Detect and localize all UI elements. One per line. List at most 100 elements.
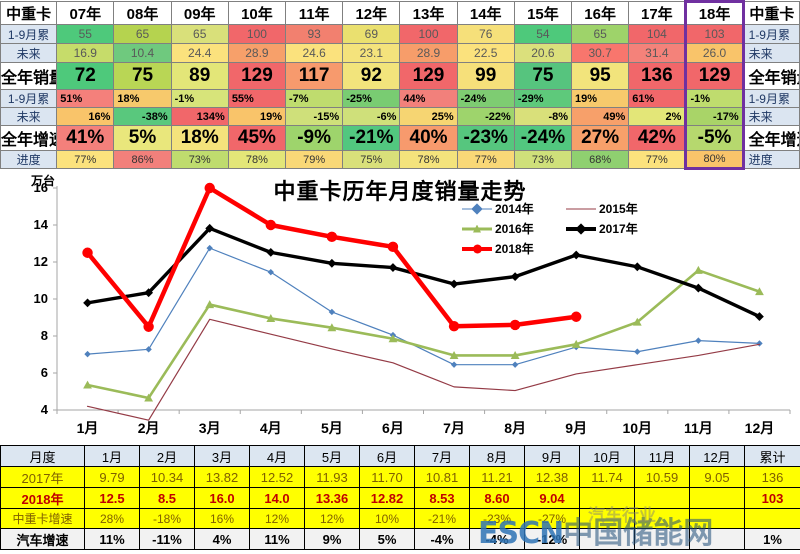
- table-cell: 77%: [56, 150, 115, 169]
- table-cell: 92: [342, 62, 401, 90]
- table-cell: 73%: [513, 150, 573, 169]
- table-cell: -8%: [513, 107, 573, 126]
- table-cell: 24.6: [285, 43, 344, 63]
- row-label: 2017年: [0, 466, 85, 488]
- legend-swatch: [462, 223, 492, 235]
- table-cell: 12.38: [524, 466, 580, 488]
- table-cell: 8.53: [414, 487, 470, 509]
- y-axis-tick-label: 10: [33, 291, 48, 306]
- table-cell: -4%: [469, 528, 525, 550]
- table-cell: 23.1: [342, 43, 401, 63]
- column-header: 4月: [249, 445, 305, 467]
- row-label: 1-9月累: [0, 89, 58, 108]
- table-cell: -21%: [414, 508, 470, 529]
- legend-label: 2017年: [599, 222, 638, 236]
- table-cell: 24.4: [170, 43, 229, 63]
- table-cell: 65: [170, 24, 229, 44]
- table-cell: 27%: [571, 125, 630, 151]
- column-header: 12月: [689, 445, 745, 467]
- table-cell: 117: [285, 62, 344, 90]
- table-cell: 12.52: [249, 466, 305, 488]
- table-row: 2017年 9.79 10.34 13.82 12.52 11.93 11.70 10.81 1…: [0, 466, 800, 488]
- table-cell: 30.7: [571, 43, 630, 63]
- table-cell: -12%: [524, 528, 580, 550]
- table-cell: 103: [684, 24, 745, 44]
- column-header: 5月: [304, 445, 360, 467]
- row-label: 全年销量: [0, 62, 58, 90]
- table-cell: 86%: [113, 150, 172, 169]
- table-cell: 78%: [227, 150, 287, 169]
- column-header: 3月: [194, 445, 250, 467]
- row-label-right: 1-9月累: [742, 89, 800, 108]
- table-row: 汽车增速 11% -11% 4% 11% 9% 5% -4% -4% -12% 1%: [0, 528, 800, 550]
- table-cell: -38%: [113, 107, 172, 126]
- table-cell: 76: [456, 24, 515, 44]
- table-cell: 55: [56, 24, 115, 44]
- table-cell: 100: [399, 24, 458, 44]
- column-header: 累计: [744, 445, 800, 467]
- legend-item: 2014年: [462, 200, 566, 217]
- table-cell: 9%: [304, 528, 360, 550]
- row-label: 2018年: [0, 487, 85, 509]
- table-cell: 103: [744, 487, 800, 509]
- year-column-header: 15年: [513, 1, 573, 25]
- table-cell: 73%: [170, 150, 229, 169]
- x-axis-tick-label: 2月: [137, 420, 160, 436]
- table-cell: 41%: [56, 125, 115, 151]
- table-cell: 89: [170, 62, 229, 90]
- table-cell: 28.9: [399, 43, 458, 63]
- chart-title: 中重卡历年月度销量走势: [273, 180, 527, 205]
- table-cell: 75%: [342, 150, 401, 169]
- table-row: 未来 16% -38% 134% 19% -15% -6% 25% -22% -8% 49% 2% -1…: [0, 107, 800, 126]
- year-column-header: 16年: [571, 1, 630, 25]
- table-cell: 9.05: [689, 466, 745, 488]
- column-header: 6月: [359, 445, 415, 467]
- table-cell: 136: [744, 466, 800, 488]
- table-cell: 93: [285, 24, 344, 44]
- table-cell: 9.79: [84, 466, 140, 488]
- table-cell: 129: [227, 62, 287, 90]
- table-cell: 12%: [249, 508, 305, 529]
- table-cell: [579, 487, 635, 509]
- table-cell: 72: [56, 62, 115, 90]
- column-header: 11月: [634, 445, 690, 467]
- table-cell: -7%: [285, 89, 344, 108]
- y-axis-tick-label: 16: [33, 180, 48, 195]
- table-cell: 8.60: [469, 487, 525, 509]
- table-cell: 54: [513, 24, 573, 44]
- table-row: 未来 16.9 10.4 24.4 28.9 24.6 23.1 28.9 22.5 20.6 30…: [0, 43, 800, 63]
- table-cell: 9.04: [524, 487, 580, 509]
- table-cell: 12%: [304, 508, 360, 529]
- annual-summary-table: 中重卡 07年 08年 09年 10年 11年 12年 13年 14年 15年 16年 17年 18年中…: [0, 0, 800, 170]
- table-cell: 10.59: [634, 466, 690, 488]
- table-cell: 2%: [628, 107, 687, 126]
- x-axis-tick-label: 10月: [622, 420, 653, 436]
- row-label: 汽车增速: [0, 528, 85, 550]
- row-label-right: 未来: [742, 43, 800, 63]
- column-header: 10月: [579, 445, 635, 467]
- table-cell: 75: [513, 62, 573, 90]
- table-cell: 65: [113, 24, 172, 44]
- table-cell: 12.82: [359, 487, 415, 509]
- table-cell: 49%: [571, 107, 630, 126]
- table-cell: 11.93: [304, 466, 360, 488]
- table-cell: -24%: [456, 89, 515, 108]
- table-header-row: 中重卡 07年 08年 09年 10年 11年 12年 13年 14年 15年 16年 17年 18年中…: [0, 0, 800, 25]
- x-axis-tick-label: 4月: [259, 420, 282, 436]
- table-cell: 28.9: [227, 43, 287, 63]
- table-cell: 78%: [399, 150, 458, 169]
- table-row: 1-9月累 51% 18% -1% 55% -7% -25% 44% -24% -29% 19% 61…: [0, 89, 800, 108]
- table-cell: 8.5: [139, 487, 195, 509]
- table-cell: -23%: [469, 508, 525, 529]
- year-column-header: 09年: [170, 1, 229, 25]
- table-cell: 100: [227, 24, 287, 44]
- table-cell: [634, 508, 690, 529]
- legend-label: 2018年: [495, 242, 534, 256]
- x-axis-tick-label: 6月: [382, 420, 404, 436]
- y-axis-tick-label: 8: [40, 328, 48, 343]
- y-axis-tick-label: 12: [33, 254, 48, 269]
- x-axis-tick-label: 5月: [320, 420, 343, 436]
- table-cell: 26.0: [684, 43, 745, 63]
- row-label: 1-9月累: [0, 24, 58, 44]
- table-cell: 5%: [359, 528, 415, 550]
